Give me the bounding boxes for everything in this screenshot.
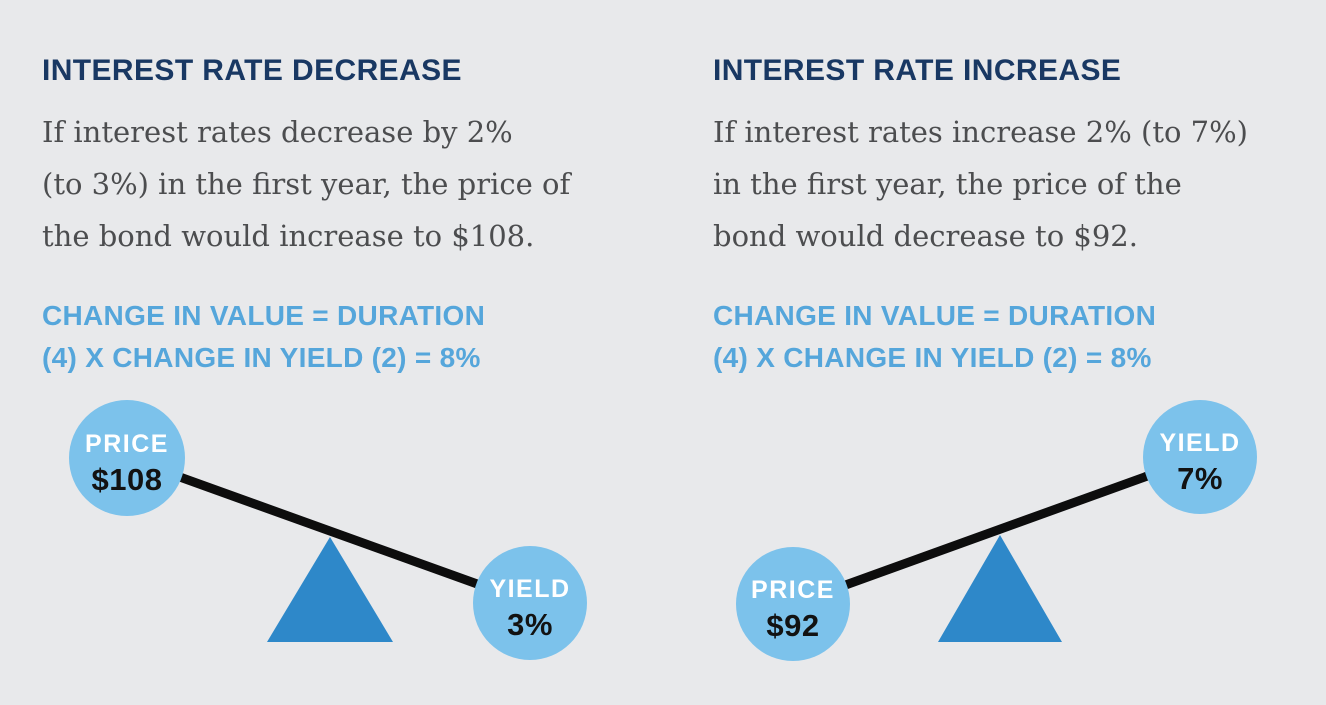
- price-circle: [736, 547, 850, 661]
- price-bubble-value: $92: [766, 608, 819, 643]
- panel-rate-increase: INTEREST RATE INCREASE If interest rates…: [713, 0, 1326, 705]
- yield-bubble-value: 7%: [1177, 461, 1223, 496]
- description-line: the bond would increase to $108.: [42, 219, 535, 253]
- formula-line: (4) X CHANGE IN YIELD (2) = 8%: [713, 342, 1152, 373]
- yield-bubble-label: YIELD: [489, 575, 570, 603]
- description-line: bond would decrease to $92.: [713, 219, 1138, 253]
- panel-rate-decrease: INTEREST RATE DECREASE If interest rates…: [42, 0, 674, 705]
- seesaw-diagram-rate-increase: PRICE $92 YIELD 7%: [736, 400, 1257, 661]
- description-line: (to 3%) in the first year, the price of: [42, 167, 571, 201]
- yield-bubble: YIELD 7%: [1143, 400, 1257, 514]
- price-bubble: PRICE $108: [69, 400, 185, 516]
- price-bubble-label: PRICE: [751, 576, 835, 604]
- formula-text: CHANGE IN VALUE = DURATION (4) X CHANGE …: [713, 295, 1156, 379]
- panel-description: If interest rates decrease by 2% (to 3%)…: [42, 106, 570, 262]
- yield-bubble-label: YIELD: [1159, 429, 1240, 457]
- description-line: If interest rates decrease by 2%: [42, 115, 513, 149]
- formula-line: CHANGE IN VALUE = DURATION: [42, 300, 486, 331]
- fulcrum-triangle-icon: [938, 535, 1062, 642]
- seesaw-beam: [791, 452, 1202, 609]
- price-bubble: PRICE $92: [736, 547, 850, 661]
- description-line: If interest rates increase 2% (to 7%): [713, 115, 1248, 149]
- seesaw-beam: [125, 453, 532, 608]
- seesaw-diagram-rate-decrease: PRICE $108 YIELD 3%: [69, 400, 587, 660]
- yield-circle: [473, 546, 587, 660]
- formula-text: CHANGE IN VALUE = DURATION (4) X CHANGE …: [42, 295, 485, 379]
- price-circle: [69, 400, 185, 516]
- description-line: in the first year, the price of the: [713, 167, 1182, 201]
- formula-line: (4) X CHANGE IN YIELD (2) = 8%: [42, 342, 481, 373]
- yield-bubble-value: 3%: [507, 607, 553, 642]
- panel-description: If interest rates increase 2% (to 7%) in…: [713, 106, 1248, 262]
- panel-title: INTEREST RATE DECREASE: [42, 54, 462, 87]
- panel-title: INTEREST RATE INCREASE: [713, 54, 1122, 87]
- price-bubble-value: $108: [92, 462, 163, 497]
- yield-circle: [1143, 400, 1257, 514]
- fulcrum-triangle-icon: [267, 537, 393, 642]
- formula-line: CHANGE IN VALUE = DURATION: [713, 300, 1157, 331]
- price-bubble-label: PRICE: [85, 430, 169, 458]
- yield-bubble: YIELD 3%: [473, 546, 587, 660]
